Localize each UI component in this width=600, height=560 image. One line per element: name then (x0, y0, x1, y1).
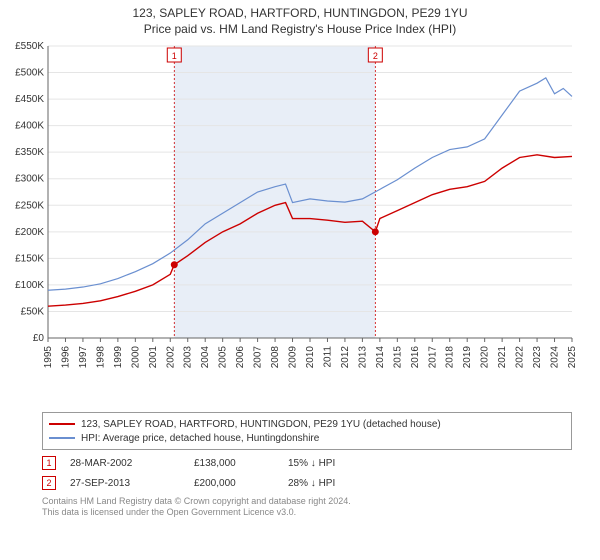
legend: 123, SAPLEY ROAD, HARTFORD, HUNTINGDON, … (42, 412, 572, 450)
price-chart: £0 £50K £100K £150K £200K £250K £300K £350K £400… (0, 38, 600, 408)
footer-line2: This data is licensed under the Open Gov… (42, 507, 572, 518)
svg-text:2000: 2000 (130, 346, 141, 369)
svg-text:£200K: £200K (15, 227, 44, 238)
svg-text:2005: 2005 (218, 346, 229, 369)
sale-row: 1 28-MAR-2002 £138,000 15% ↓ HPI (42, 456, 572, 470)
svg-text:2012: 2012 (340, 346, 351, 369)
svg-text:2024: 2024 (550, 346, 561, 369)
svg-text:£500K: £500K (15, 68, 44, 79)
svg-text:2002: 2002 (165, 346, 176, 369)
svg-text:2006: 2006 (235, 346, 246, 369)
svg-text:2010: 2010 (305, 346, 316, 369)
sale-pct: 28% ↓ HPI (288, 478, 338, 489)
svg-text:2008: 2008 (270, 346, 281, 369)
svg-text:2001: 2001 (148, 346, 159, 369)
svg-text:£0: £0 (33, 333, 45, 344)
svg-text:1995: 1995 (43, 346, 54, 369)
legend-item: 123, SAPLEY ROAD, HARTFORD, HUNTINGDON, … (49, 417, 565, 431)
svg-text:2: 2 (373, 51, 378, 61)
sale-marker-box: 1 (42, 456, 56, 470)
sale-pct: 15% ↓ HPI (288, 458, 338, 469)
svg-text:£150K: £150K (15, 253, 44, 264)
chart-title-block: 123, SAPLEY ROAD, HARTFORD, HUNTINGDON, … (0, 0, 600, 38)
svg-text:2016: 2016 (410, 346, 421, 369)
chart-title-line2: Price paid vs. HM Land Registry's House … (0, 22, 600, 36)
svg-text:2017: 2017 (427, 346, 438, 369)
svg-text:£50K: £50K (21, 306, 45, 317)
legend-swatch-1 (49, 437, 75, 439)
svg-text:2023: 2023 (532, 346, 543, 369)
sale-date: 28-MAR-2002 (70, 458, 180, 469)
svg-text:2004: 2004 (200, 346, 211, 369)
svg-text:1998: 1998 (95, 346, 106, 369)
sale-price: £138,000 (194, 458, 274, 469)
svg-text:2020: 2020 (480, 346, 491, 369)
svg-text:2019: 2019 (462, 346, 473, 369)
svg-text:2007: 2007 (253, 346, 264, 369)
sales-table: 1 28-MAR-2002 £138,000 15% ↓ HPI 2 27-SE… (42, 456, 572, 490)
svg-text:£100K: £100K (15, 280, 44, 291)
svg-text:£550K: £550K (15, 41, 44, 52)
footer-line1: Contains HM Land Registry data © Crown c… (42, 496, 572, 507)
svg-text:2009: 2009 (288, 346, 299, 369)
svg-text:£400K: £400K (15, 121, 44, 132)
svg-text:£300K: £300K (15, 174, 44, 185)
sale-price: £200,000 (194, 478, 274, 489)
sale-date: 27-SEP-2013 (70, 478, 180, 489)
svg-text:1996: 1996 (60, 346, 71, 369)
legend-label: HPI: Average price, detached house, Hunt… (81, 433, 319, 444)
footer: Contains HM Land Registry data © Crown c… (42, 496, 572, 519)
svg-text:2018: 2018 (445, 346, 456, 369)
svg-text:£450K: £450K (15, 94, 44, 105)
svg-text:2003: 2003 (183, 346, 194, 369)
legend-item: HPI: Average price, detached house, Hunt… (49, 431, 565, 445)
sale-marker-box: 2 (42, 476, 56, 490)
svg-text:2015: 2015 (392, 346, 403, 369)
svg-text:1997: 1997 (78, 346, 89, 369)
svg-text:2013: 2013 (357, 346, 368, 369)
chart-title-line1: 123, SAPLEY ROAD, HARTFORD, HUNTINGDON, … (0, 6, 600, 20)
sale-row: 2 27-SEP-2013 £200,000 28% ↓ HPI (42, 476, 572, 490)
svg-text:2022: 2022 (515, 346, 526, 369)
svg-text:£350K: £350K (15, 147, 44, 158)
svg-text:2025: 2025 (567, 346, 578, 369)
svg-text:2021: 2021 (497, 346, 508, 369)
legend-label: 123, SAPLEY ROAD, HARTFORD, HUNTINGDON, … (81, 419, 441, 430)
svg-text:2011: 2011 (322, 346, 333, 368)
svg-text:£250K: £250K (15, 200, 44, 211)
svg-text:2014: 2014 (375, 346, 386, 369)
chart-container: £0 £50K £100K £150K £200K £250K £300K £350K £400… (0, 38, 600, 408)
svg-text:1999: 1999 (113, 346, 124, 369)
legend-swatch-0 (49, 423, 75, 425)
svg-text:1: 1 (172, 51, 177, 61)
